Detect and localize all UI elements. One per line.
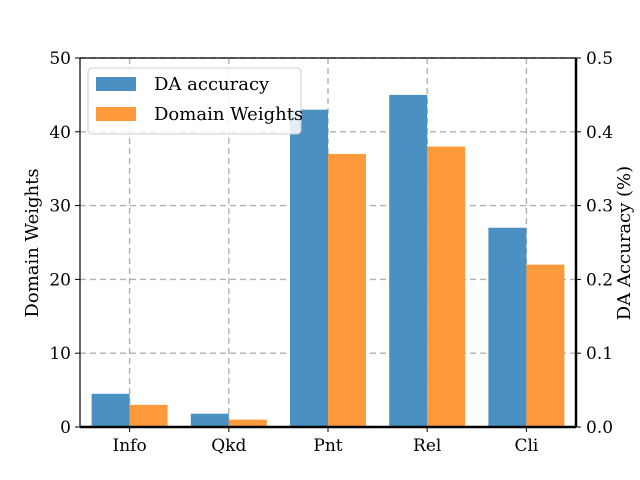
left-tick-label: 40 [49, 123, 71, 143]
bar-da-accuracy-qkd [190, 413, 229, 427]
right-axis-label: DA Accuracy (%) [614, 166, 635, 320]
bars [91, 94, 565, 428]
right-tick-label: 0.3 [586, 197, 613, 217]
left-axis-ticks: 0 10 20 30 40 50 [49, 49, 80, 438]
bar-da-accuracy-cli [488, 227, 527, 427]
legend-label-domain-weights: Domain Weights [154, 104, 303, 125]
left-tick-label: 50 [49, 49, 71, 69]
bar-domain-weights-info [129, 404, 168, 427]
legend-frame [87, 67, 302, 135]
right-tick-label: 0.5 [586, 49, 613, 69]
bar-da-accuracy-rel [389, 94, 428, 428]
right-tick-label: 0.2 [586, 270, 613, 290]
bar-domain-weights-cli [526, 264, 565, 427]
right-tick-label: 0.1 [586, 344, 613, 364]
left-tick-label: 0 [60, 418, 71, 438]
bar-da-accuracy-info [91, 393, 130, 427]
bar-domain-weights-qkd [228, 419, 267, 427]
x-axis-ticks: Info Qkd Pnt Rel Cli [112, 427, 539, 456]
legend-label-da-accuracy: DA accuracy [154, 74, 270, 95]
x-tick-label-cli: Cli [514, 436, 538, 456]
left-tick-label: 30 [49, 197, 71, 217]
x-tick-label-pnt: Pnt [313, 436, 342, 456]
legend-swatch-domain-weights [96, 107, 136, 121]
left-tick-label: 10 [49, 344, 71, 364]
x-tick-label-info: Info [112, 436, 146, 456]
right-tick-label: 0.4 [586, 123, 613, 143]
right-axis-ticks: 0.0 0.1 0.2 0.3 0.4 0.5 [576, 49, 613, 438]
legend: DA accuracy Domain Weights [87, 67, 303, 135]
x-tick-label-rel: Rel [413, 436, 441, 456]
right-tick-label: 0.0 [586, 418, 613, 438]
legend-swatch-da-accuracy [96, 77, 136, 91]
bar-domain-weights-rel [427, 146, 466, 427]
left-axis-label: Domain Weights [22, 168, 43, 317]
left-tick-label: 20 [49, 270, 71, 290]
bar-domain-weights-pnt [328, 153, 366, 427]
x-tick-label-qkd: Qkd [211, 436, 246, 456]
bar-da-accuracy-pnt [290, 109, 328, 427]
